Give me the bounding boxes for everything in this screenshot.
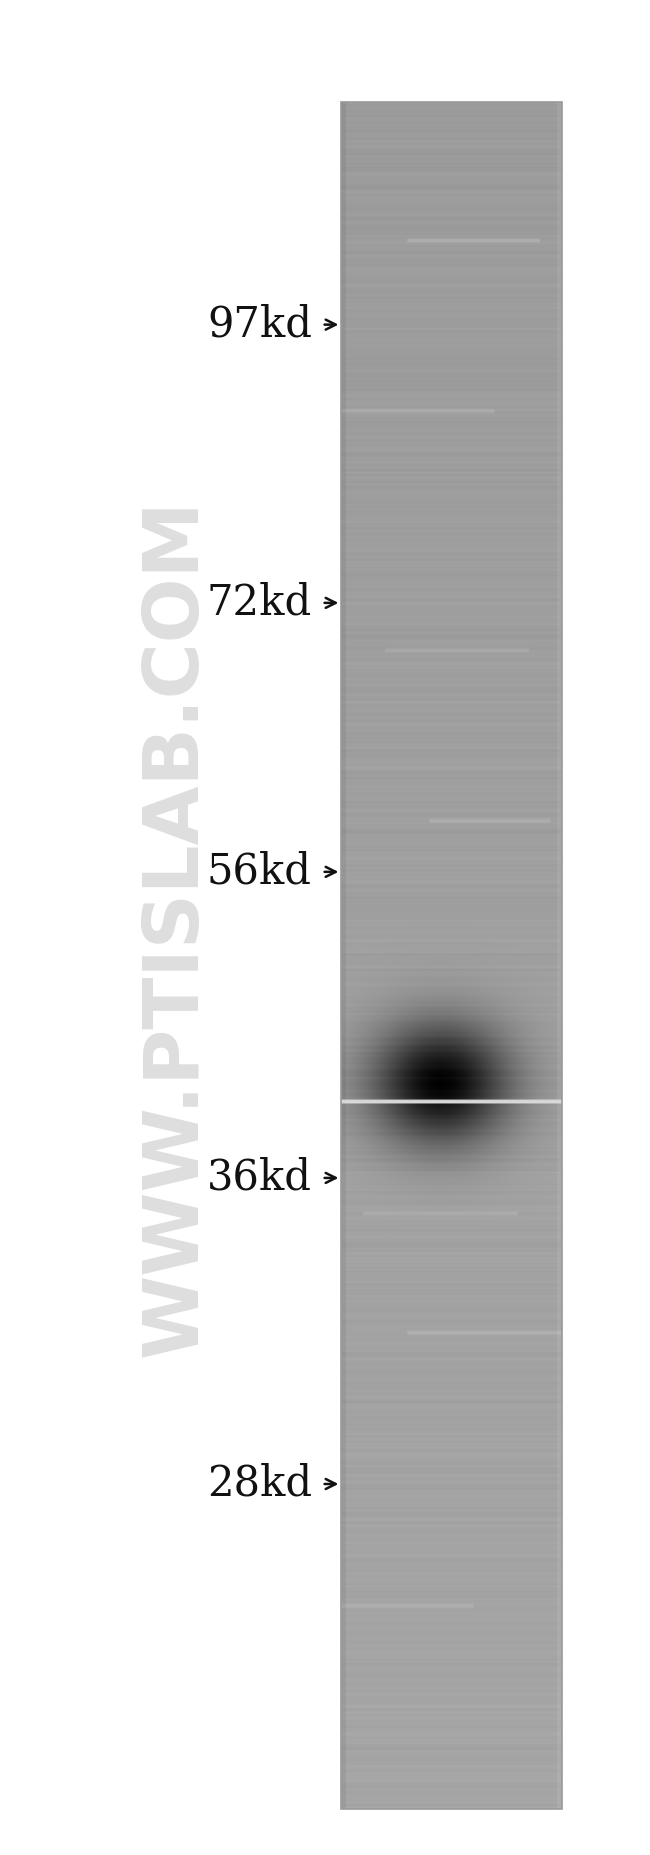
Text: 72kd: 72kd xyxy=(207,582,312,623)
Text: 56kd: 56kd xyxy=(207,851,312,892)
Text: 97kd: 97kd xyxy=(207,304,312,345)
Bar xyxy=(341,102,562,1809)
Text: 28kd: 28kd xyxy=(207,1464,312,1504)
Text: 36kd: 36kd xyxy=(207,1158,312,1198)
Text: WWW.PTISLAB.COM: WWW.PTISLAB.COM xyxy=(138,499,213,1356)
